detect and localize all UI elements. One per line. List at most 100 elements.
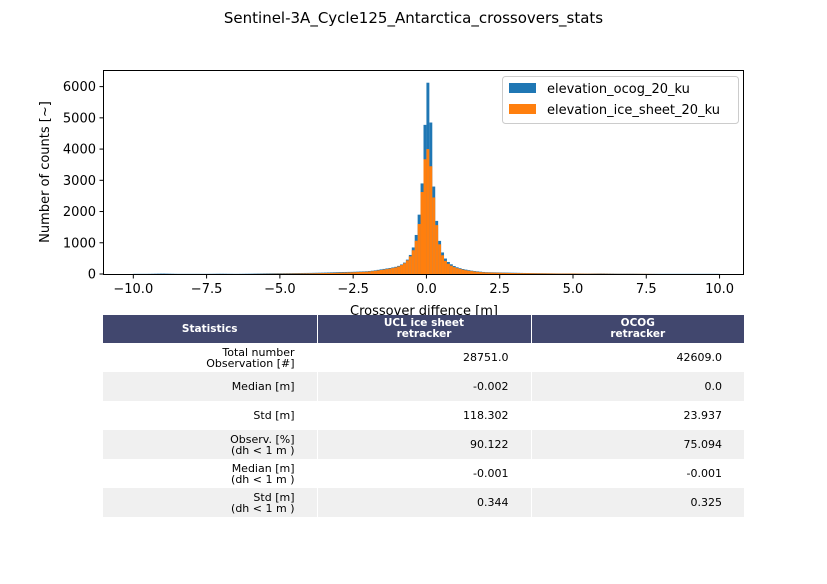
histogram-bar-ice-sheet [359,271,362,274]
histogram-bar-ice-sheet [429,166,433,274]
histogram-bar-ice-sheet [315,273,318,274]
row-label: Observ. [%] (dh < 1 m ) [103,430,318,459]
table-row: Observ. [%] (dh < 1 m ) 90.122 75.094 [103,430,744,459]
ucl-value: -0.002 [317,372,532,401]
histogram-bar-ocog [288,273,292,274]
histogram-bar-ice-sheet [493,272,497,274]
legend: elevation_ocog_20_ku elevation_ice_sheet… [502,76,739,124]
histogram-bar-ice-sheet [552,273,556,274]
histogram-bar-ice-sheet [479,272,483,274]
histogram-bar-ice-sheet [405,260,409,274]
histogram-bar-ice-sheet [370,271,374,274]
histogram-bar-ice-sheet [353,272,357,274]
histogram-bar-ice-sheet [364,271,368,274]
histogram-bar-ice-sheet [485,272,488,274]
ocog-value: 75.094 [531,430,744,459]
ocog-value: 42609.0 [531,343,744,372]
histogram-bar-ice-sheet [438,244,442,274]
histogram-bar-ice-sheet [394,267,398,274]
histogram-bar-ice-sheet [347,272,351,274]
histogram-bar-ice-sheet [540,273,544,274]
histogram-bar-ice-sheet [361,271,365,274]
histogram-bar-ice-sheet [402,263,406,274]
histogram-bar-ice-sheet [400,265,403,274]
histogram-bar-ice-sheet [420,192,424,274]
row-label: Std [m] [103,401,318,430]
histogram-bar-ice-sheet [388,268,392,274]
histogram-bar-ice-sheet [549,273,553,274]
x-tick-label: 5.0 [563,282,584,297]
ucl-value: 28751.0 [317,343,532,372]
histogram-bar-ice-sheet [417,224,421,274]
ucl-value: 90.122 [317,430,532,459]
histogram-bar-ocog [259,273,263,274]
histogram-bar-ice-sheet [344,272,348,274]
histogram-bar-ice-sheet [385,269,389,274]
table-row: Std [m] 118.302 23.937 [103,401,744,430]
row-label: Median [m] (dh < 1 m ) [103,459,318,488]
histogram-bar-ice-sheet [382,269,386,274]
histogram-bar-ice-sheet [537,273,541,274]
histogram-bar-ice-sheet [329,272,333,274]
histogram-bar-ocog [291,273,295,274]
histogram-bar-ocog [276,273,280,274]
histogram-bar-ice-sheet [411,250,415,274]
x-tick-label: −2.5 [337,282,369,297]
histogram-bar-ice-sheet [323,273,327,274]
histogram-bar-ice-sheet [426,149,430,274]
legend-label-ocog: elevation_ocog_20_ku [547,82,690,97]
histogram-bar-ice-sheet [517,273,521,274]
histogram-bar-ice-sheet [543,273,547,274]
x-tick-label: −10.0 [113,282,153,297]
histogram-bar-ice-sheet [312,273,316,274]
histogram-bar-ice-sheet [520,273,524,274]
histogram-bar-ice-sheet [335,272,339,274]
histogram-bar-ice-sheet [490,272,494,274]
histogram-bar-ocog [279,273,283,274]
histogram-bar-ice-sheet [408,256,412,274]
legend-frame [502,76,739,124]
histogram-bar-ocog [262,273,266,274]
x-tick-label: −5.0 [264,282,296,297]
histogram-bar-ice-sheet [376,270,380,274]
histogram-bar-ice-sheet [446,263,450,274]
histogram-bar-ocog [274,273,277,274]
histogram-bar-ice-sheet [332,272,336,274]
y-axis-label: Number of counts [~] [38,101,53,243]
histogram-bar-ice-sheet [414,240,418,274]
histogram-bar-ice-sheet [455,268,459,274]
y-tick-label: 4000 [63,143,96,158]
x-tick-label: 0.0 [416,282,437,297]
histogram-bar-ice-sheet [326,272,330,274]
histogram-bar-ice-sheet [391,268,395,274]
histogram-bar-ice-sheet [476,271,480,274]
statistics-table: Statistics UCL ice sheet retracker OCOG … [103,315,744,517]
header-statistics: Statistics [103,315,318,343]
legend-label-ice-sheet: elevation_ice_sheet_20_ku [547,103,720,118]
histogram-bar-ocog [268,273,272,274]
histogram-bar-ocog [271,273,275,274]
y-tick-label: 1000 [63,236,96,251]
histogram-bar-ice-sheet [341,272,345,274]
histogram-bar-ice-sheet [306,273,310,274]
histogram-bar-ice-sheet [379,270,383,274]
legend-swatch-ice-sheet [509,104,536,114]
ocog-value: 0.0 [531,372,744,401]
histogram-bar-ice-sheet [317,273,321,274]
histogram-bar-ice-sheet [514,273,518,274]
histogram-bar-ice-sheet [534,273,538,274]
ucl-value: 118.302 [317,401,532,430]
histogram-bar-ice-sheet [444,260,447,274]
row-label: Std [m] (dh < 1 m ) [103,488,318,517]
table-row: Median [m] (dh < 1 m ) -0.001 -0.001 [103,459,744,488]
histogram-bar-ice-sheet [505,272,509,274]
table-row: Total number Observation [#] 28751.0 426… [103,343,744,372]
histogram-bar-ice-sheet [487,272,491,274]
ocog-value: 23.937 [531,401,744,430]
x-tick-label: 2.5 [489,282,510,297]
table-row: Median [m] -0.002 0.0 [103,372,744,401]
histogram-bar-ice-sheet [356,272,360,274]
histogram-bar-ocog [285,273,289,274]
histogram-bar-ice-sheet [461,269,465,274]
ocog-value: -0.001 [531,459,744,488]
